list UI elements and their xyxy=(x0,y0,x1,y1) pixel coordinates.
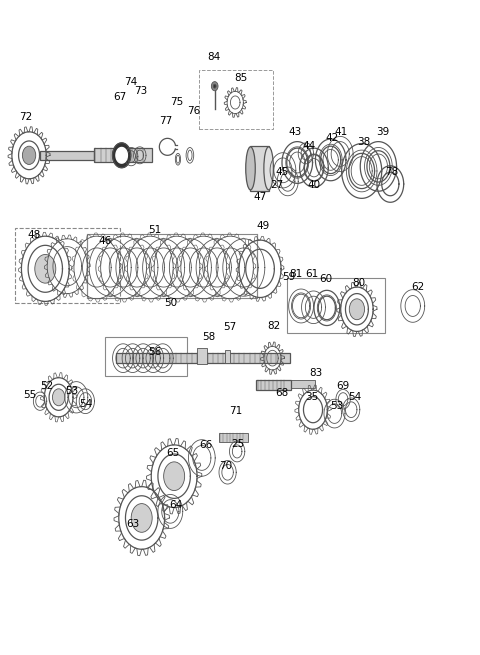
Text: 83: 83 xyxy=(309,368,322,378)
Text: 60: 60 xyxy=(319,274,333,284)
Text: 50: 50 xyxy=(164,298,178,308)
Text: 40: 40 xyxy=(307,180,321,191)
Bar xyxy=(95,148,152,162)
Text: 38: 38 xyxy=(358,137,371,147)
Text: 73: 73 xyxy=(134,86,147,96)
Bar xyxy=(287,278,384,333)
Bar xyxy=(39,151,95,160)
Text: 85: 85 xyxy=(234,73,248,83)
Circle shape xyxy=(349,299,364,320)
Text: 46: 46 xyxy=(99,236,112,246)
Text: 51: 51 xyxy=(148,225,162,234)
Text: 59: 59 xyxy=(282,272,295,282)
Text: 35: 35 xyxy=(305,392,318,402)
Bar xyxy=(218,433,248,441)
Text: 71: 71 xyxy=(229,406,243,416)
Text: 55: 55 xyxy=(24,390,36,400)
Text: 57: 57 xyxy=(223,322,236,333)
Text: 27: 27 xyxy=(271,180,284,191)
Bar xyxy=(288,380,315,388)
Text: 54: 54 xyxy=(348,392,361,402)
Text: 58: 58 xyxy=(203,332,216,343)
Circle shape xyxy=(213,84,216,88)
Text: 42: 42 xyxy=(325,134,338,143)
Text: 77: 77 xyxy=(159,116,173,126)
Text: 52: 52 xyxy=(40,381,53,391)
Text: 43: 43 xyxy=(288,127,301,137)
Bar xyxy=(87,234,257,298)
Text: 64: 64 xyxy=(169,500,183,510)
Text: 47: 47 xyxy=(253,192,267,202)
Text: 82: 82 xyxy=(268,321,281,331)
Ellipse shape xyxy=(264,147,274,190)
Text: 66: 66 xyxy=(199,440,212,450)
Text: 45: 45 xyxy=(276,167,288,178)
Circle shape xyxy=(35,254,56,283)
Text: 25: 25 xyxy=(231,439,244,449)
Polygon shape xyxy=(113,143,131,168)
Text: 62: 62 xyxy=(411,282,424,292)
Text: 39: 39 xyxy=(376,127,390,137)
Text: 67: 67 xyxy=(113,92,126,102)
Text: 72: 72 xyxy=(20,113,33,122)
Bar xyxy=(197,348,206,364)
Polygon shape xyxy=(116,147,127,163)
Text: 75: 75 xyxy=(170,98,183,107)
Bar xyxy=(199,70,274,128)
Circle shape xyxy=(164,462,185,491)
Bar xyxy=(256,380,290,390)
Text: 48: 48 xyxy=(27,230,40,240)
Text: 61: 61 xyxy=(305,269,318,279)
Text: 65: 65 xyxy=(167,448,180,458)
Text: 41: 41 xyxy=(335,127,348,137)
Text: 68: 68 xyxy=(276,388,288,398)
Bar xyxy=(116,353,290,363)
Text: 69: 69 xyxy=(336,381,350,391)
Text: 44: 44 xyxy=(302,141,316,151)
Text: 63: 63 xyxy=(126,519,139,529)
Bar xyxy=(106,337,187,377)
Text: 56: 56 xyxy=(148,347,162,357)
Text: 49: 49 xyxy=(256,221,270,231)
Circle shape xyxy=(211,82,218,91)
Text: 80: 80 xyxy=(352,278,365,288)
Bar xyxy=(15,229,120,303)
Text: 84: 84 xyxy=(207,52,220,62)
Text: 81: 81 xyxy=(290,269,303,279)
Text: 76: 76 xyxy=(187,106,200,116)
Text: 70: 70 xyxy=(219,461,232,472)
Text: 53: 53 xyxy=(330,401,343,411)
Circle shape xyxy=(52,389,65,405)
Bar xyxy=(251,146,269,191)
Ellipse shape xyxy=(246,147,255,190)
Circle shape xyxy=(23,146,36,164)
Circle shape xyxy=(131,504,152,533)
Text: 53: 53 xyxy=(65,386,79,396)
Text: 74: 74 xyxy=(124,77,137,87)
Text: 54: 54 xyxy=(79,400,92,409)
Text: 78: 78 xyxy=(385,167,398,178)
Bar xyxy=(225,350,230,363)
